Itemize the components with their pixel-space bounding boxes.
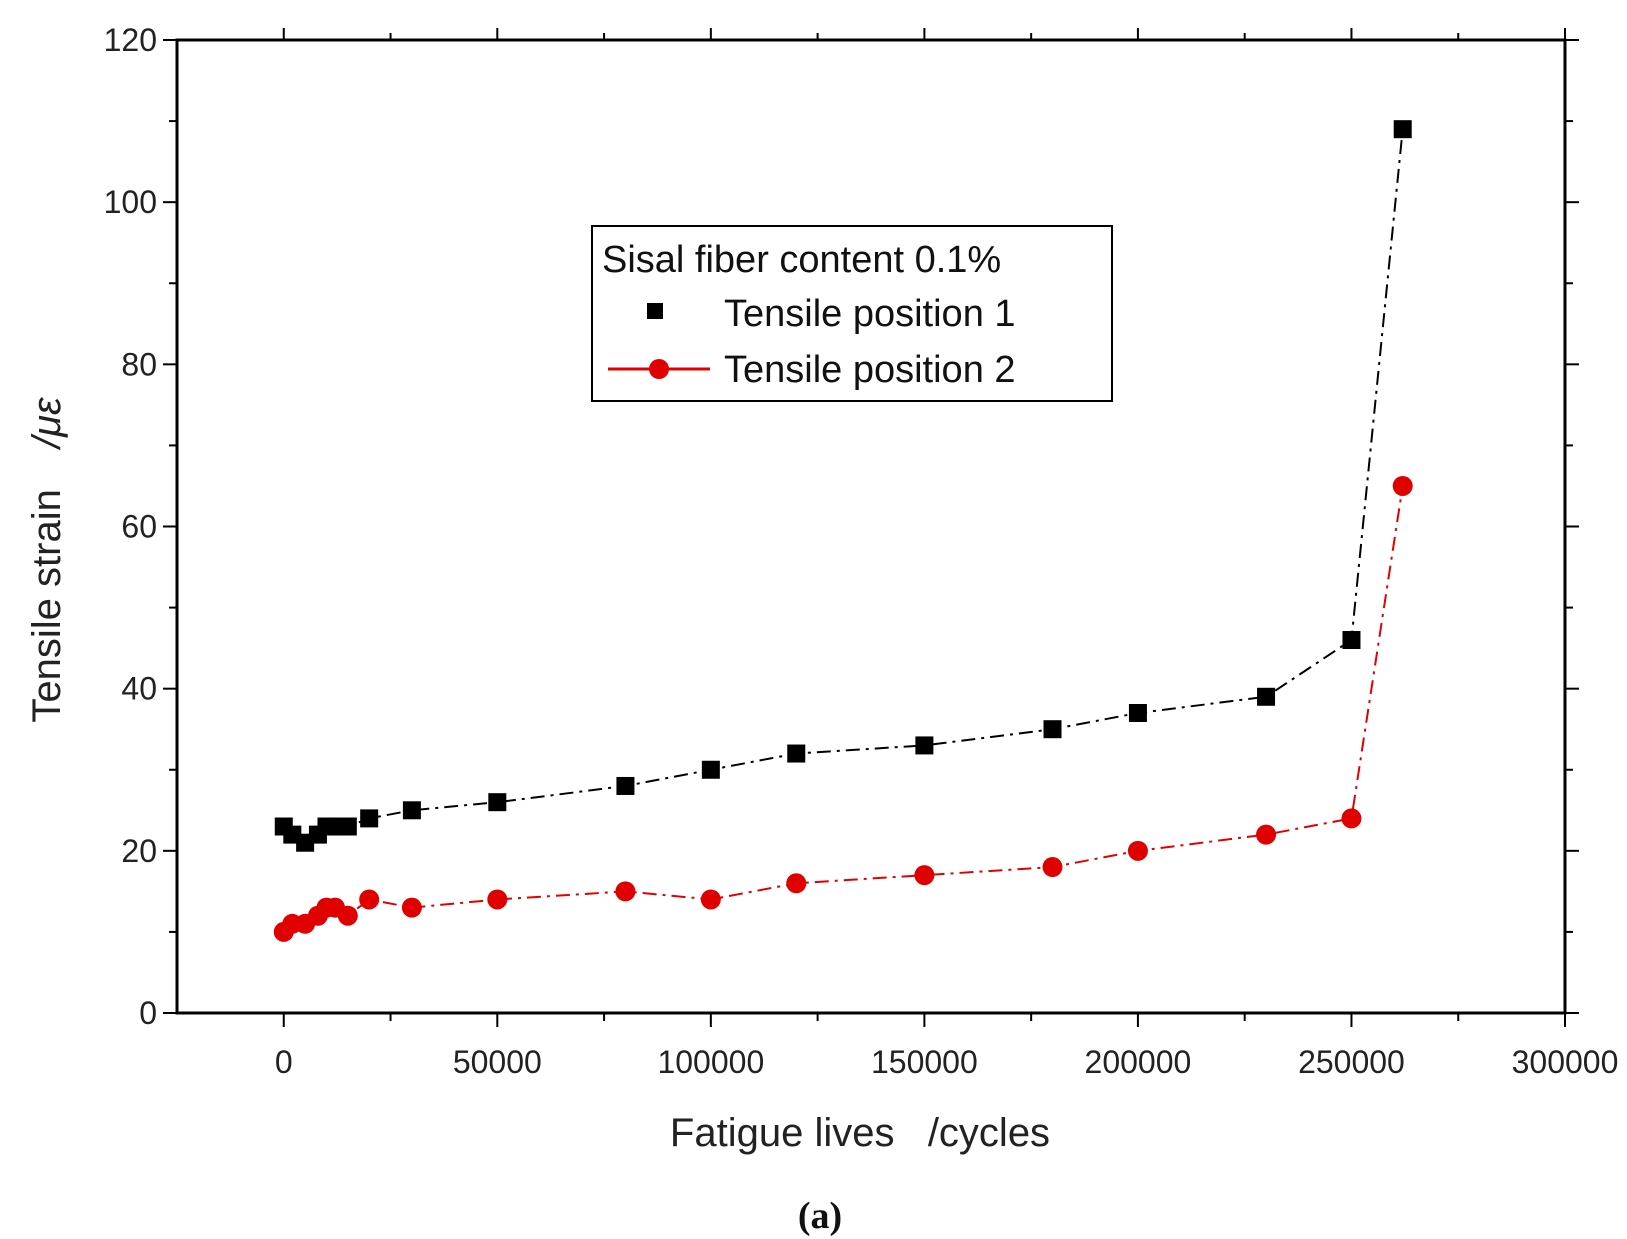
data-point bbox=[402, 801, 421, 820]
data-point bbox=[1342, 631, 1361, 650]
y-tick-label: 20 bbox=[121, 833, 157, 869]
y-axis-title-unit: /με bbox=[25, 396, 69, 451]
series-line bbox=[283, 485, 1404, 933]
tick-labels: 0 50000 100000 150000 200000 250000 300000 0 20 4… bbox=[104, 22, 1619, 1080]
x-tick-label: 150000 bbox=[871, 1044, 978, 1080]
legend-marker-series-2 bbox=[649, 359, 669, 379]
data-point bbox=[1042, 857, 1063, 878]
y-tick-label: 120 bbox=[104, 22, 157, 58]
y-axis-title-text: Tensile strain bbox=[25, 489, 69, 722]
data-point bbox=[1393, 120, 1412, 139]
y-tick-label: 0 bbox=[139, 995, 157, 1031]
x-tick-label: 250000 bbox=[1298, 1044, 1405, 1080]
data-point bbox=[487, 889, 508, 910]
legend: Sisal fiber content 0.1% Tensile positio… bbox=[591, 225, 1113, 402]
x-tick-label: 0 bbox=[275, 1044, 293, 1080]
data-point bbox=[338, 817, 357, 836]
data-point bbox=[700, 889, 721, 910]
data-point bbox=[488, 793, 507, 812]
data-point bbox=[1341, 808, 1362, 829]
x-tick-label: 300000 bbox=[1512, 1044, 1619, 1080]
data-point bbox=[1392, 475, 1413, 496]
series-2 bbox=[273, 475, 1413, 942]
figure-caption: (a) bbox=[798, 1195, 842, 1237]
series-layer bbox=[273, 120, 1413, 942]
data-point bbox=[1128, 703, 1147, 722]
y-tick-label: 40 bbox=[121, 671, 157, 707]
data-point bbox=[701, 760, 720, 779]
data-point bbox=[1257, 687, 1276, 706]
y-axis-title: Tensile strain /με bbox=[25, 396, 69, 723]
data-point bbox=[1043, 720, 1062, 739]
legend-label-series-1: Tensile position 1 bbox=[724, 293, 1016, 335]
axis-ticks bbox=[163, 28, 1579, 1027]
svg-text:Tensile strain /με: Tensile strain /με bbox=[25, 396, 69, 723]
data-point bbox=[1127, 840, 1148, 861]
legend-marker-series-1 bbox=[647, 303, 663, 319]
x-axis-title: Fatigue lives /cycles bbox=[670, 1111, 1050, 1155]
data-point bbox=[786, 873, 807, 894]
data-point bbox=[401, 897, 422, 918]
data-point bbox=[360, 809, 379, 828]
x-tick-label: 200000 bbox=[1085, 1044, 1192, 1080]
data-point bbox=[914, 865, 935, 886]
legend-label-series-2: Tensile position 2 bbox=[724, 349, 1016, 391]
series-1 bbox=[274, 120, 1412, 852]
x-tick-label: 50000 bbox=[453, 1044, 542, 1080]
data-point bbox=[615, 881, 636, 902]
y-tick-label: 80 bbox=[121, 346, 157, 382]
legend-box bbox=[591, 225, 1113, 402]
plot-frame bbox=[175, 38, 1567, 1015]
data-point bbox=[1256, 824, 1277, 845]
data-point bbox=[915, 736, 934, 755]
y-tick-label: 100 bbox=[104, 184, 157, 220]
data-point bbox=[359, 889, 380, 910]
legend-title: Sisal fiber content 0.1% bbox=[602, 239, 1001, 281]
y-tick-label: 60 bbox=[121, 509, 157, 545]
data-point bbox=[337, 905, 358, 926]
x-tick-label: 100000 bbox=[657, 1044, 764, 1080]
data-point bbox=[787, 744, 806, 763]
data-point bbox=[616, 776, 635, 795]
